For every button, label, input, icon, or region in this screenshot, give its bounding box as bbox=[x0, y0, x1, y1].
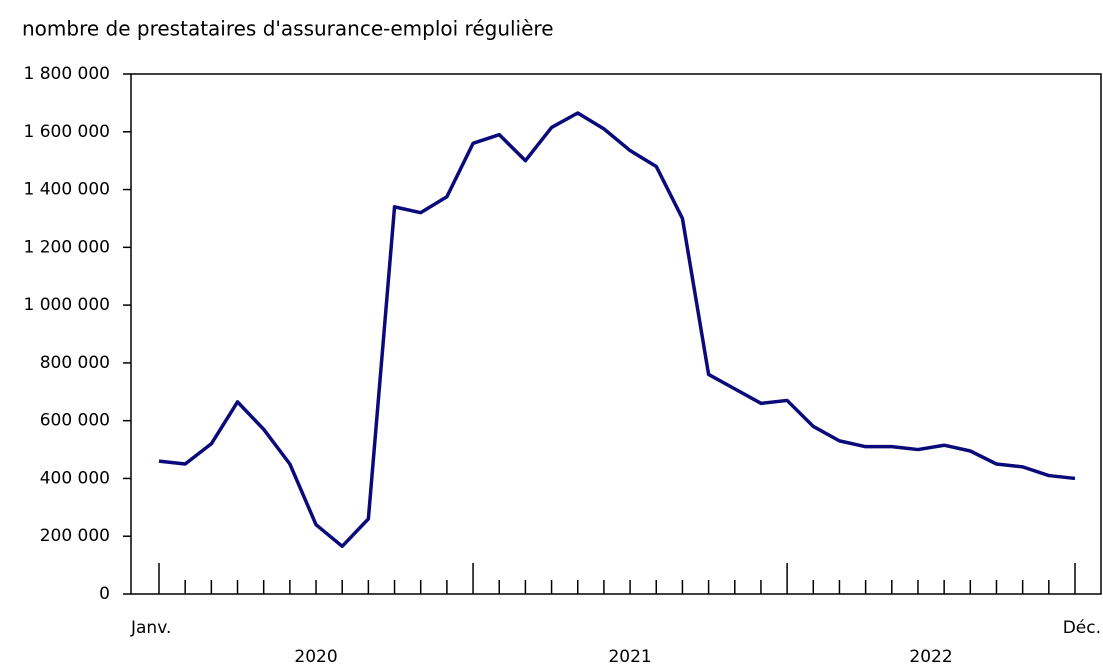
y-tick-label: 1 600 000 bbox=[23, 122, 110, 142]
y-tick-label: 0 bbox=[99, 584, 110, 604]
y-tick-label: 1 800 000 bbox=[23, 64, 110, 84]
y-tick-label: 800 000 bbox=[40, 353, 110, 373]
plot-frame bbox=[130, 73, 1102, 595]
y-tick-label: 1 400 000 bbox=[23, 180, 110, 200]
y-tick-label: 200 000 bbox=[40, 526, 110, 546]
chart-title: nombre de prestataires d'assurance-emplo… bbox=[22, 17, 554, 41]
x-tick-label: Déc. bbox=[1063, 618, 1101, 638]
year-label: 2020 bbox=[294, 647, 337, 665]
year-label: 2022 bbox=[909, 647, 952, 665]
x-tick-label: Janv. bbox=[130, 618, 171, 638]
y-tick-label: 400 000 bbox=[40, 468, 110, 488]
y-tick-label: 1 200 000 bbox=[23, 237, 110, 257]
y-tick-label: 600 000 bbox=[40, 411, 110, 431]
line-series bbox=[158, 111, 1076, 549]
year-label: 2021 bbox=[608, 647, 651, 665]
y-tick-label: 1 000 000 bbox=[23, 295, 110, 315]
